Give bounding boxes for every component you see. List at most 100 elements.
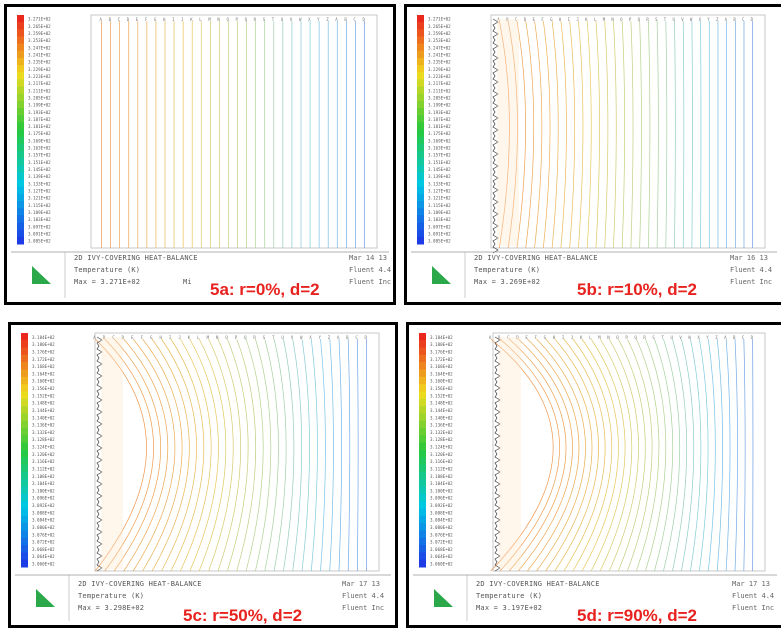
max-value: Max = 3.298E+02 (78, 604, 145, 612)
contour-line (545, 338, 593, 572)
legend-tick-label: 3.151E+02 (28, 160, 51, 165)
contour-label: R (253, 335, 256, 340)
contour-line (595, 20, 600, 249)
contour-label: K (585, 17, 588, 22)
legend-tick-label: 3.076E+02 (32, 532, 55, 537)
contour-label: M (598, 335, 601, 340)
legend-swatch (417, 208, 424, 216)
legend-swatch (419, 362, 426, 371)
contour-label: S (652, 335, 655, 340)
contour-line (507, 20, 518, 249)
legend-tick-label: 3.253E+02 (28, 38, 51, 43)
legend-tick-label: 3.259E+02 (28, 31, 51, 36)
contour-line (347, 338, 351, 572)
contour-line (508, 338, 567, 572)
legend-swatch (419, 523, 426, 531)
contour-line (654, 338, 674, 572)
legend-swatch (17, 100, 24, 109)
contour-line (674, 20, 676, 249)
legend-swatch (419, 428, 426, 436)
legend-tick-label: 3.180E+02 (32, 342, 55, 347)
contour-line (665, 20, 668, 249)
legend-tick-label: 3.085E+02 (428, 239, 451, 244)
date-stamp: Mar 14 13 (349, 254, 387, 262)
legend-tick-label: 3.132E+02 (430, 430, 453, 435)
contour-label: K (190, 17, 193, 22)
legend-tick-label: 3.148E+02 (32, 401, 55, 406)
legend-tick-label: 3.145E+02 (428, 167, 451, 172)
legend-swatch (21, 413, 28, 422)
contour-label: P (235, 335, 238, 340)
legend-swatch (21, 457, 28, 466)
contour-line (208, 338, 234, 572)
legend-swatch (21, 508, 28, 517)
legend-swatch (419, 464, 426, 473)
contour-label: Y (317, 17, 320, 22)
legend-tick-label: 3.072E+02 (430, 540, 453, 545)
legend-swatch (419, 486, 426, 495)
legend-swatch (417, 86, 424, 95)
contour-label: U (670, 335, 673, 340)
legend-swatch (17, 29, 24, 37)
legend-swatch (419, 442, 426, 451)
legend-tick-label: 3.128E+02 (32, 437, 55, 442)
contour-label: T (272, 17, 275, 22)
legend-swatch (417, 172, 424, 181)
legend-tick-label: 3.120E+02 (32, 452, 55, 457)
contour-label: B (109, 17, 112, 22)
legend-swatch (21, 391, 28, 400)
figure-caption: 5b: r=10%, d=2 (577, 280, 698, 299)
contour-line (273, 338, 287, 572)
legend-tick-label: 3.091E+02 (428, 231, 451, 236)
contour-label: T (272, 335, 275, 340)
legend-swatch (419, 369, 426, 378)
legend-tick-label: 3.176E+02 (32, 349, 55, 354)
legend-swatch (419, 501, 426, 509)
legend-swatch (21, 493, 28, 502)
legend-tick-label: 3.259E+02 (428, 31, 451, 36)
legend-tick-label: 3.140E+02 (430, 415, 453, 420)
legend-tick-label: 3.187E+02 (428, 117, 451, 122)
legend-swatch (17, 201, 24, 209)
legend-swatch (417, 165, 424, 173)
legend-tick-label: 3.076E+02 (430, 532, 453, 537)
legend-tick-label: 3.145E+02 (28, 167, 51, 172)
contour-label: U (281, 335, 284, 340)
legend-swatch (21, 559, 28, 568)
legend-swatch (21, 486, 28, 495)
panel-5d: 3.184E+02 3.180E+02 3.176E+02 3.172E+02 3.16… (406, 322, 781, 628)
contour-line (563, 338, 606, 572)
contour-line (682, 20, 685, 249)
contour-label: R (646, 17, 649, 22)
panel-title: 2D IVY-COVERING HEAT-BALANCE (476, 580, 600, 588)
contour-line (690, 338, 702, 572)
legend-tick-label: 3.100E+02 (430, 488, 453, 493)
legend-swatch (419, 471, 426, 480)
legend-tick-label: 3.144E+02 (430, 408, 453, 413)
contour-label: G (154, 17, 157, 22)
legend-tick-label: 3.205E+02 (428, 95, 451, 100)
contour-label: J (181, 17, 183, 22)
contour-label: V (290, 17, 293, 22)
contour-label: V (291, 335, 294, 340)
legend-tick-label: 3.115E+02 (28, 203, 51, 208)
contour-label: Y (706, 335, 709, 340)
legend-swatch (21, 501, 28, 509)
contour-label: E (525, 335, 528, 340)
contour-line (613, 20, 617, 249)
contour-line (672, 338, 688, 572)
legend-tick-label: 3.180E+02 (430, 342, 453, 347)
legend-swatch (419, 347, 426, 356)
legend-tick-label: 3.164E+02 (430, 371, 453, 376)
panel-title: 2D IVY-COVERING HEAT-BALANCE (78, 580, 202, 588)
legend-tick-label: 3.115E+02 (428, 203, 451, 208)
legend-swatch (17, 115, 24, 123)
domain-frame (490, 14, 766, 249)
contour-label: K (580, 335, 583, 340)
contour-line (516, 20, 526, 249)
legend-tick-label: 3.229E+02 (28, 67, 51, 72)
legend-swatch (419, 420, 426, 429)
fluent-logo (36, 589, 55, 607)
contour-label: O (616, 335, 619, 340)
legend-tick-label: 3.103E+02 (28, 217, 51, 222)
